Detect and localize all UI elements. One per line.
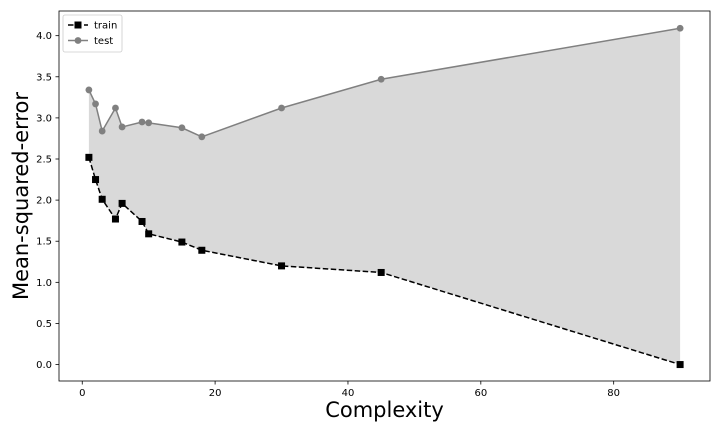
fill-between-area: [88, 28, 681, 365]
legend-label-test: test: [94, 36, 113, 47]
series-marker-train-0: [85, 153, 93, 161]
series-marker-test-8: [198, 133, 206, 141]
series-marker-test-6: [145, 119, 153, 127]
series-marker-train-4: [118, 199, 126, 207]
legend-label-train: train: [94, 21, 117, 32]
y-tick-label: 4.0: [36, 31, 52, 42]
legend: train test: [62, 14, 123, 53]
y-tick-label: 3.5: [36, 72, 52, 83]
x-axis-title: Complexity: [325, 398, 444, 422]
series-marker-test-0: [85, 86, 93, 94]
y-tick-label: 0.5: [36, 319, 52, 330]
y-tick-label: 0.0: [36, 360, 52, 371]
series-marker-train-3: [111, 215, 119, 223]
series-marker-test-7: [178, 124, 186, 132]
y-tick-label: 2.0: [36, 196, 52, 207]
series-marker-test-4: [118, 123, 126, 131]
x-tick-label: 40: [342, 388, 355, 399]
x-tick-label: 60: [474, 388, 487, 399]
y-tick-label: 1.5: [36, 237, 52, 248]
x-tick-label: 20: [209, 388, 222, 399]
series-marker-train-9: [278, 262, 286, 270]
series-marker-train-1: [92, 176, 100, 184]
y-axis-title: Mean-squared-error: [9, 92, 33, 300]
y-tick-label: 3.0: [36, 113, 52, 124]
series-marker-train-7: [178, 238, 186, 246]
x-tick-label: 80: [607, 388, 620, 399]
series-marker-train-5: [138, 217, 146, 225]
plot-area: [85, 24, 684, 369]
series-marker-test-1: [92, 100, 99, 108]
series-marker-train-10: [377, 268, 385, 276]
series-marker-test-2: [98, 127, 106, 135]
x-tick-label: 0: [79, 388, 85, 399]
series-marker-test-11: [676, 24, 684, 32]
series-marker-test-9: [278, 104, 285, 112]
series-marker-train-2: [98, 195, 106, 203]
series-marker-train-11: [676, 361, 684, 369]
y-tick-label: 1.0: [36, 278, 52, 289]
series-marker-test-3: [112, 104, 119, 112]
y-tick-label: 2.5: [36, 155, 52, 166]
legend-marker-test: [74, 37, 82, 44]
series-marker-train-8: [198, 246, 206, 254]
series-marker-test-10: [377, 75, 385, 83]
axes: 0 20 40 60 80 0.0 0.5 1.0 1.5 2.0 2.5 3.0 3.5 4.0: [36, 10, 711, 399]
axes-frame: [58, 10, 711, 382]
legend-marker-train: [74, 21, 82, 29]
series-marker-test-5: [138, 118, 146, 126]
series-marker-train-6: [145, 230, 153, 238]
